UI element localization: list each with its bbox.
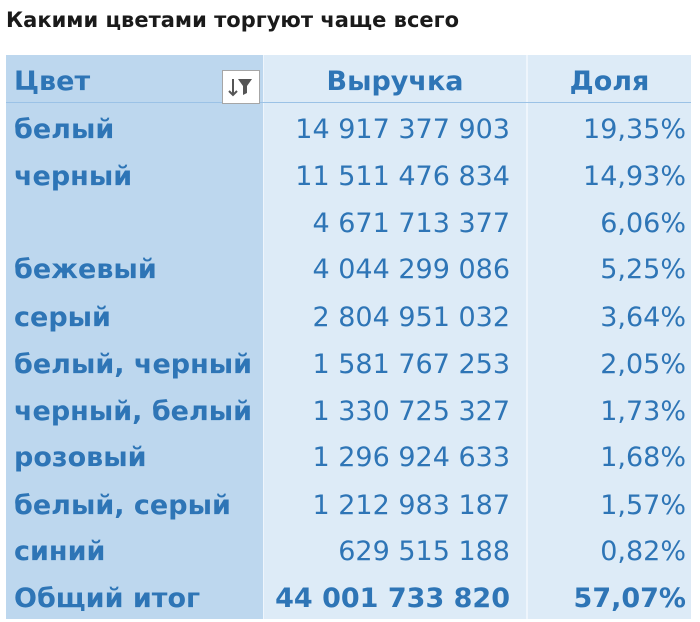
table-row: белый, черный 1 581 767 253 2,05% [0, 342, 700, 388]
header-divider [6, 102, 691, 103]
row-share: 3,64% [600, 302, 686, 333]
row-share: 1,57% [600, 490, 686, 521]
pivot-table: Цвет Выручка Доля белый 14 917 377 903 1… [0, 55, 700, 619]
table-row: белый, серый 1 212 983 187 1,57% [0, 483, 700, 529]
grand-total-row: Общий итог 44 001 733 820 57,07% [0, 576, 700, 622]
table-row: синий 629 515 188 0,82% [0, 529, 700, 575]
table-row: черный, белый 1 330 725 327 1,73% [0, 389, 700, 435]
row-color: белый [14, 114, 115, 145]
header-row: Цвет Выручка Доля [0, 59, 700, 105]
row-share: 6,06% [600, 208, 686, 239]
row-color: черный [14, 161, 133, 192]
row-color: бежевый [14, 254, 157, 285]
sort-filter-icon [223, 71, 259, 103]
row-share: 0,82% [600, 536, 686, 567]
row-share: 5,25% [600, 254, 686, 285]
row-revenue: 1 296 924 633 [312, 442, 510, 473]
table-row: серый 2 804 951 032 3,64% [0, 295, 700, 341]
label-column-background [6, 55, 263, 619]
row-share: 19,35% [583, 114, 686, 145]
table-row: 4 671 713 377 6,06% [0, 201, 700, 247]
row-revenue: 11 511 476 834 [295, 161, 510, 192]
table-row: белый 14 917 377 903 19,35% [0, 107, 700, 153]
total-revenue: 44 001 733 820 [275, 583, 510, 614]
row-share: 1,68% [600, 442, 686, 473]
column-divider [263, 55, 264, 619]
total-label: Общий итог [14, 583, 201, 614]
table-row: бежевый 4 044 299 086 5,25% [0, 247, 700, 293]
row-color: белый, черный [14, 349, 253, 380]
page-title: Какими цветами торгуют чаще всего [6, 8, 460, 32]
row-revenue: 1 330 725 327 [312, 396, 510, 427]
row-share: 1,73% [600, 396, 686, 427]
row-share: 14,93% [583, 161, 686, 192]
header-share: Доля [569, 66, 650, 97]
filter-button[interactable] [222, 70, 260, 104]
row-color: черный, белый [14, 396, 253, 427]
row-revenue: 14 917 377 903 [295, 114, 510, 145]
row-color: синий [14, 536, 106, 567]
row-share: 2,05% [600, 349, 686, 380]
table-row: розовый 1 296 924 633 1,68% [0, 435, 700, 481]
share-column-background [528, 55, 691, 619]
row-color: белый, серый [14, 490, 231, 521]
row-color: розовый [14, 442, 147, 473]
table-row: черный 11 511 476 834 14,93% [0, 154, 700, 200]
row-revenue: 4 044 299 086 [312, 254, 510, 285]
row-revenue: 1 212 983 187 [312, 490, 510, 521]
header-revenue: Выручка [326, 66, 464, 97]
column-divider [526, 55, 528, 619]
row-revenue: 4 671 713 377 [312, 208, 510, 239]
row-revenue: 629 515 188 [338, 536, 510, 567]
row-revenue: 1 581 767 253 [312, 349, 510, 380]
header-color: Цвет [14, 66, 91, 97]
total-share: 57,07% [573, 583, 686, 614]
revenue-column-background [264, 55, 526, 619]
row-color: серый [14, 302, 111, 333]
row-revenue: 2 804 951 032 [312, 302, 510, 333]
